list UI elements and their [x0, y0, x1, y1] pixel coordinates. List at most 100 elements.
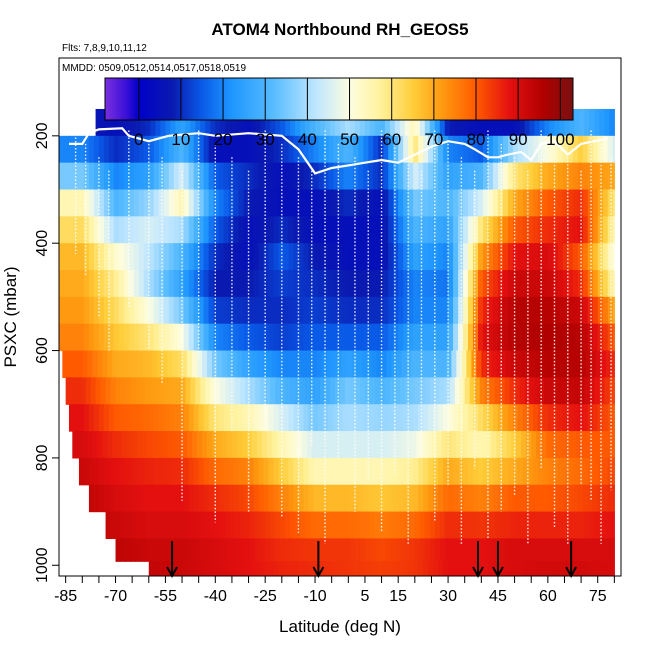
heatmap-cell: [567, 484, 574, 513]
heatmap-cell: [579, 511, 586, 540]
heatmap-cell: [213, 243, 220, 271]
heatmap-cell: [108, 162, 115, 191]
heatmap-cell: [492, 561, 499, 576]
heatmap-cell: [557, 162, 564, 191]
heatmap-cell: [451, 350, 457, 378]
heatmap-cell: [587, 561, 594, 576]
heatmap-cell: [404, 377, 411, 405]
heatmap-cell: [561, 350, 567, 378]
heatmap-cell: [607, 162, 614, 191]
heatmap-cell: [223, 243, 230, 271]
heatmap-cell: [492, 323, 499, 352]
heatmap-cell: [298, 457, 305, 486]
heatmap-cell: [168, 457, 175, 486]
heatmap-cell: [542, 561, 549, 576]
heatmap-cell: [582, 484, 589, 513]
heatmap-cell: [300, 377, 306, 405]
heatmap-cell: [308, 404, 314, 432]
heatmap-cell: [248, 189, 255, 217]
heatmap-cell: [497, 270, 504, 298]
heatmap-cell: [527, 296, 534, 325]
heatmap-cell: [572, 216, 579, 244]
heatmap-cell: [604, 511, 610, 540]
heatmap-cell: [333, 457, 339, 486]
heatmap-cell: [298, 162, 305, 191]
heatmap-cell: [502, 457, 509, 486]
heatmap-cell: [582, 162, 589, 191]
heatmap-cell: [453, 296, 459, 325]
heatmap-cell: [276, 350, 283, 378]
heatmap-cell: [218, 296, 225, 325]
heatmap-cell: [589, 108, 595, 137]
heatmap-cell: [231, 431, 238, 459]
heatmap-cell: [83, 270, 90, 298]
heatmap-cell: [245, 108, 251, 137]
heatmap-cell: [416, 350, 423, 378]
heatmap-cell: [383, 243, 389, 271]
heatmap-cell: [378, 457, 384, 486]
heatmap-cell: [597, 270, 604, 298]
heatmap-cell: [592, 135, 599, 164]
heatmap-cell: [275, 538, 281, 562]
heatmap-cell: [125, 538, 132, 562]
heatmap-cell: [213, 135, 220, 164]
heatmap-cell: [374, 511, 381, 540]
heatmap-cell: [127, 431, 133, 459]
colorbar-tick-label: 100: [546, 130, 574, 149]
heatmap-cell: [178, 457, 185, 486]
heatmap-cell: [228, 296, 235, 325]
heatmap-cell: [408, 216, 414, 244]
heatmap-cell: [474, 108, 481, 137]
heatmap-cell: [542, 189, 549, 217]
heatmap-cell: [589, 377, 595, 405]
heatmap-cell: [278, 189, 285, 217]
heatmap-cell: [424, 377, 431, 405]
heatmap-cell: [253, 296, 260, 325]
heatmap-cell: [607, 561, 614, 576]
heatmap-cell: [492, 216, 499, 244]
heatmap-cell: [98, 484, 105, 513]
heatmap-cell: [469, 511, 476, 540]
heatmap-cell: [213, 323, 220, 352]
heatmap-cell: [354, 511, 361, 540]
heatmap-cell: [98, 135, 105, 164]
heatmap-cell: [338, 135, 344, 164]
colorbar-tick-label: 80: [467, 130, 486, 149]
heatmap-cell: [363, 270, 369, 298]
heatmap-cell: [454, 511, 461, 540]
heatmap-cell: [529, 538, 536, 562]
heatmap-cell: [408, 561, 414, 576]
heatmap-cell: [138, 135, 145, 164]
heatmap-cell: [208, 561, 215, 576]
heatmap-cell: [338, 189, 344, 217]
heatmap-cell: [576, 431, 582, 459]
x-tick-label: -25: [254, 588, 277, 605]
heatmap-cell: [492, 484, 499, 513]
heatmap-cell: [223, 323, 230, 352]
heatmap-cell: [487, 270, 494, 298]
heatmap-cell: [218, 457, 225, 486]
heatmap-cell: [118, 270, 125, 298]
heatmap-cell: [301, 431, 308, 459]
heatmap-cell: [330, 108, 336, 137]
heatmap-cell: [458, 135, 464, 164]
heatmap-cell: [123, 189, 130, 217]
heatmap-cell: [441, 431, 448, 459]
heatmap-cell: [607, 216, 614, 244]
heatmap-cell: [428, 457, 434, 486]
heatmap-cell: [168, 404, 175, 432]
heatmap-cell: [602, 561, 609, 576]
heatmap-cell: [110, 511, 117, 540]
heatmap-cell: [318, 189, 324, 217]
heatmap-cell: [133, 484, 140, 513]
heatmap-cell: [394, 377, 401, 405]
heatmap-cell: [206, 350, 213, 378]
heatmap-cell: [363, 216, 369, 244]
heatmap-cell: [168, 162, 175, 191]
heatmap-cell: [492, 457, 499, 486]
heatmap-cell: [205, 538, 211, 562]
heatmap-cell: [68, 323, 75, 352]
heatmap-cell: [108, 135, 115, 164]
heatmap-cell: [59, 216, 65, 244]
heatmap-cell: [512, 457, 519, 486]
